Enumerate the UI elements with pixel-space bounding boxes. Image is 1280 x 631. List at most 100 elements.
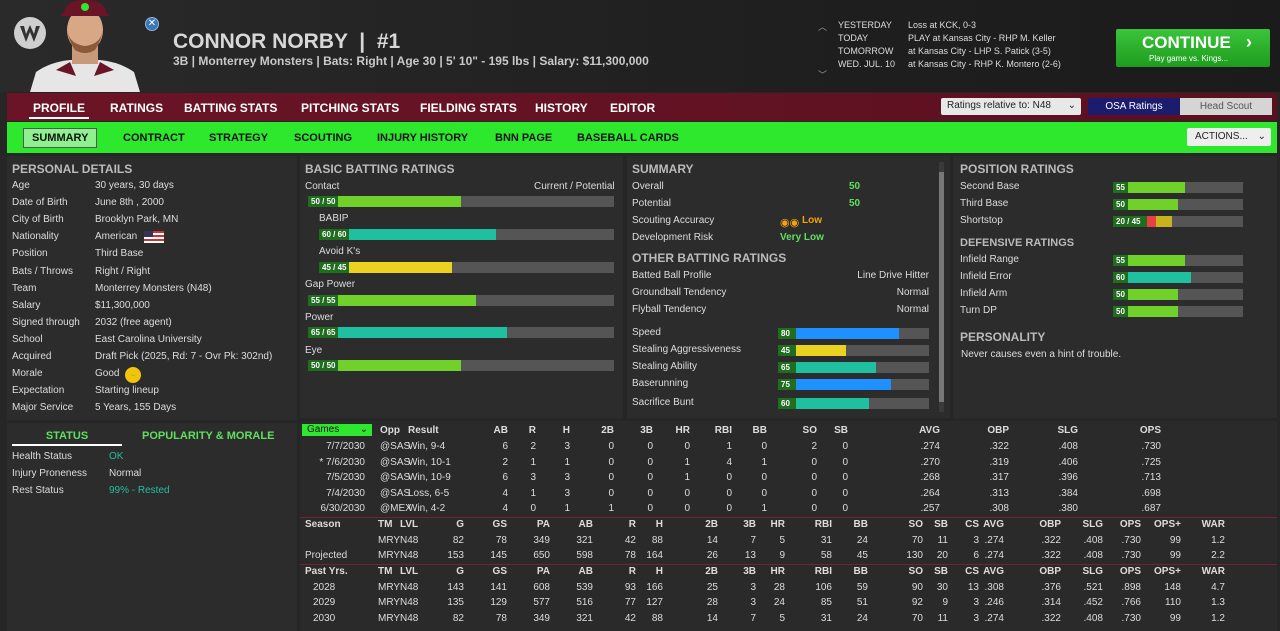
game-cell[interactable]: 6 [502, 441, 508, 452]
game-cell[interactable]: 0 [811, 503, 817, 515]
tab-popularity-morale[interactable]: POPULARITY & MORALE [142, 430, 275, 442]
game-cell[interactable]: 0 [647, 441, 653, 452]
ratings-relative-select[interactable]: Ratings relative to: N48 ⌄ [941, 98, 1081, 115]
game-cell[interactable]: 0 [530, 503, 536, 515]
scrollbar[interactable] [939, 162, 944, 412]
game-cell[interactable]: .268 [920, 472, 940, 484]
game-cell[interactable]: 1 [761, 456, 767, 468]
game-cell[interactable]: 1 [564, 503, 570, 515]
game-cell[interactable]: 4 [726, 456, 732, 468]
game-cell[interactable]: 0 [684, 441, 690, 452]
tab-ratings[interactable]: RATINGS [110, 101, 164, 115]
tab-injury-history[interactable]: INJURY HISTORY [377, 132, 469, 144]
game-cell[interactable]: 0 [647, 456, 653, 468]
tab-editor[interactable]: EDITOR [610, 101, 656, 115]
game-cell[interactable]: 0 [761, 487, 767, 499]
game-cell[interactable]: .408 [1058, 441, 1078, 452]
game-cell[interactable]: .380 [1058, 503, 1078, 515]
schedule-up-icon[interactable]: ︿ [818, 22, 828, 32]
game-cell[interactable]: 0 [811, 487, 817, 499]
game-cell[interactable]: .698 [1141, 487, 1161, 499]
osa-ratings-button[interactable]: OSA Ratings [1088, 98, 1180, 115]
game-cell[interactable]: Win, 10-9 [408, 472, 451, 484]
game-cell[interactable]: .319 [989, 456, 1009, 468]
game-cell[interactable]: 1 [684, 456, 690, 468]
game-cell[interactable]: 2 [502, 456, 508, 468]
game-cell[interactable]: .384 [1058, 487, 1078, 499]
game-cell[interactable]: 0 [811, 472, 817, 484]
game-cell[interactable]: 3 [564, 472, 570, 484]
game-cell[interactable]: 1 [726, 441, 732, 452]
tab-profile[interactable]: PROFILE [29, 101, 90, 119]
game-cell[interactable]: 1 [564, 456, 570, 468]
game-cell[interactable]: @MEX [380, 503, 412, 515]
tab-strategy[interactable]: STRATEGY [209, 132, 269, 144]
game-cell[interactable]: .257 [920, 503, 940, 515]
game-cell[interactable]: @SAS [380, 472, 411, 484]
game-cell[interactable]: 0 [608, 487, 614, 499]
game-cell[interactable]: .313 [989, 487, 1009, 499]
game-cell[interactable]: 0 [647, 487, 653, 499]
game-cell[interactable]: 0 [726, 503, 732, 515]
game-cell[interactable]: 0 [842, 472, 848, 484]
game-cell[interactable]: 1 [530, 487, 536, 499]
game-cell[interactable]: 0 [842, 503, 848, 515]
game-cell[interactable]: 3 [530, 472, 536, 484]
game-cell[interactable]: .270 [920, 456, 940, 468]
tab-status[interactable]: STATUS [12, 426, 122, 446]
game-cell[interactable]: .264 [920, 487, 940, 499]
game-cell[interactable]: Win, 4-2 [408, 503, 446, 515]
game-cell[interactable]: .725 [1141, 456, 1161, 468]
game-cell[interactable]: 0 [761, 441, 767, 452]
game-cell[interactable]: 1 [684, 472, 690, 484]
game-cell[interactable]: 0 [608, 441, 614, 452]
game-cell[interactable]: Win, 9-4 [408, 441, 446, 452]
game-cell[interactable]: 3 [564, 441, 570, 452]
tab-fielding-stats[interactable]: FIELDING STATS [420, 101, 517, 115]
game-cell[interactable]: Loss, 6-5 [408, 487, 450, 499]
game-cell[interactable]: 3 [564, 487, 570, 499]
game-cell[interactable]: 0 [761, 472, 767, 484]
game-cell[interactable]: 0 [726, 472, 732, 484]
game-cell[interactable]: 0 [647, 472, 653, 484]
game-cell[interactable]: 0 [608, 472, 614, 484]
tab-bnn-page[interactable]: BNN PAGE [495, 132, 553, 144]
tab-summary[interactable]: SUMMARY [23, 128, 98, 148]
tab-pitching-stats[interactable]: PITCHING STATS [301, 101, 400, 115]
game-cell[interactable]: 2 [811, 441, 817, 452]
tab-scouting[interactable]: SCOUTING [294, 132, 353, 144]
game-cell[interactable]: 1 [530, 456, 536, 468]
game-cell[interactable]: .274 [920, 441, 940, 452]
game-cell[interactable]: .322 [989, 441, 1009, 452]
tab-contract[interactable]: CONTRACT [123, 132, 185, 144]
game-cell[interactable]: .317 [989, 472, 1009, 484]
game-cell[interactable]: 4 [502, 503, 508, 515]
games-select[interactable]: Games ⌄ [302, 424, 372, 436]
game-cell[interactable]: .406 [1058, 456, 1078, 468]
game-cell[interactable]: .713 [1141, 472, 1161, 484]
game-cell[interactable]: .730 [1141, 441, 1161, 452]
game-cell[interactable]: @SAS [380, 456, 411, 468]
tab-batting-stats[interactable]: BATTING STATS [184, 101, 278, 115]
game-cell[interactable]: .308 [989, 503, 1009, 515]
actions-dropdown[interactable]: ACTIONS... ⌄ [1187, 128, 1271, 146]
game-cell[interactable]: 0 [842, 456, 848, 468]
tab-history[interactable]: HISTORY [535, 101, 588, 115]
game-cell[interactable]: 0 [684, 487, 690, 499]
game-cell[interactable]: 0 [608, 456, 614, 468]
game-cell[interactable]: 2 [530, 441, 536, 452]
game-cell[interactable]: Win, 10-1 [408, 456, 451, 468]
game-cell[interactable]: 0 [684, 503, 690, 515]
game-cell[interactable]: 0 [811, 456, 817, 468]
game-cell[interactable]: .687 [1141, 503, 1161, 515]
game-cell[interactable]: 0 [842, 441, 848, 452]
game-cell[interactable]: @SAS [380, 441, 411, 452]
game-cell[interactable]: 1 [608, 503, 614, 515]
game-cell[interactable]: 1 [761, 503, 767, 515]
game-cell[interactable]: 4 [502, 487, 508, 499]
game-cell[interactable]: 0 [842, 487, 848, 499]
game-cell[interactable]: @SAS [380, 487, 411, 499]
tab-baseball-cards[interactable]: BASEBALL CARDS [577, 132, 679, 144]
game-cell[interactable]: 0 [647, 503, 653, 515]
game-cell[interactable]: 0 [726, 487, 732, 499]
